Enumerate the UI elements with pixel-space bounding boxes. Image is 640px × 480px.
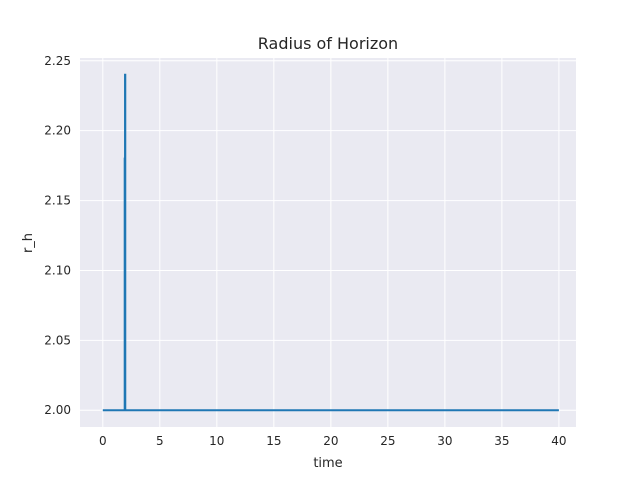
y-tick-labels: 2.00 2.05 2.10 2.15 2.20 2.25: [44, 54, 71, 417]
y-tick-label: 2.05: [44, 333, 71, 347]
x-tick-label: 0: [99, 434, 107, 448]
x-tick-label: 15: [266, 434, 281, 448]
x-tick-label: 20: [323, 434, 338, 448]
x-tick-label: 25: [380, 434, 395, 448]
x-axis-label: time: [313, 456, 342, 471]
x-tick-labels: 0 5 10 15 20 25 30 35 40: [99, 434, 567, 448]
y-tick-label: 2.00: [44, 403, 71, 417]
y-tick-label: 2.20: [44, 124, 71, 138]
chart-title: Radius of Horizon: [258, 34, 398, 53]
series-line: [102, 73, 559, 412]
x-tick-label: 40: [551, 434, 566, 448]
y-tick-label: 2.15: [44, 194, 71, 208]
y-axis-label: r_h: [21, 233, 36, 253]
series-layer: [102, 73, 559, 412]
y-tick-label: 2.25: [44, 54, 71, 68]
x-tick-label: 5: [156, 434, 164, 448]
y-tick-label: 2.10: [44, 263, 71, 277]
x-tick-label: 30: [437, 434, 452, 448]
x-tick-label: 35: [494, 434, 509, 448]
plot-background: [80, 58, 576, 427]
x-tick-label: 10: [209, 434, 224, 448]
